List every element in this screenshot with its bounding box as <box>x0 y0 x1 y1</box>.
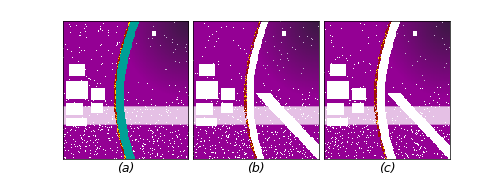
X-axis label: (c): (c) <box>379 162 396 175</box>
X-axis label: (a): (a) <box>116 162 134 175</box>
X-axis label: (b): (b) <box>248 162 265 175</box>
